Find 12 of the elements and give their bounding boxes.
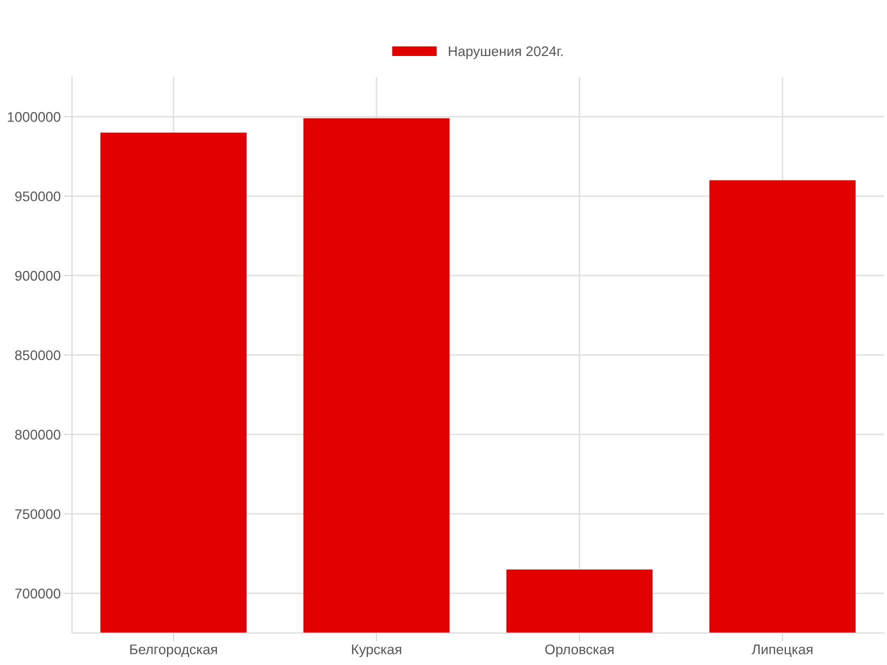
y-tick-label: 950000 xyxy=(15,191,60,202)
x-tick-label: Курская xyxy=(352,644,402,658)
x-tick-label: Белгородская xyxy=(130,644,217,658)
x-tick-label: Орловская xyxy=(545,644,614,658)
y-tick-label: 700000 xyxy=(15,588,60,598)
y-tick-label: 800000 xyxy=(15,430,60,440)
y-tick-label: 850000 xyxy=(15,350,60,360)
y-tick-label: 900000 xyxy=(15,270,60,281)
legend-label: Нарушения 2024г. xyxy=(448,46,563,59)
y-tick-label: 750000 xyxy=(15,509,60,520)
y-tick-label: 1000000 xyxy=(8,112,60,122)
x-tick-label: Липецкая xyxy=(752,644,812,657)
